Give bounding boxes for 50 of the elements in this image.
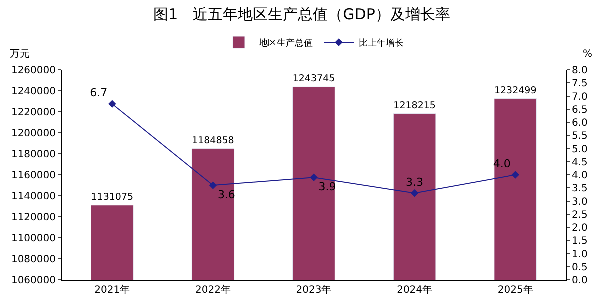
y2-tick-label: 4.5 xyxy=(572,157,588,168)
y-tick-label: 1080000 xyxy=(11,254,56,266)
y-tick-label: 1260000 xyxy=(11,66,56,76)
y2-tick-label: 6.0 xyxy=(572,118,588,129)
data-label: 3.3 xyxy=(406,176,424,189)
data-label: 1218215 xyxy=(394,100,436,112)
y2-tick-label: 3.5 xyxy=(572,184,588,195)
x-tick-label: 2021年 xyxy=(94,284,130,296)
x-tick-label: 2024年 xyxy=(397,284,433,296)
y2-tick-label: 5.5 xyxy=(572,131,588,142)
y2-tick-label: 0.0 xyxy=(572,276,588,286)
y-tick-label: 1160000 xyxy=(11,170,56,182)
y-tick-label: 1240000 xyxy=(11,86,56,98)
point xyxy=(310,174,318,182)
y2-tick-label: 8.0 xyxy=(572,66,588,76)
point xyxy=(410,189,419,198)
x-tick-label: 2023年 xyxy=(296,284,332,296)
data-label: 6.7 xyxy=(90,86,108,100)
y-tick-label: 1100000 xyxy=(11,234,56,244)
y-tick-label: 1200000 xyxy=(11,128,56,140)
y2-tick-label: 2.0 xyxy=(572,223,588,234)
chart-title: 图1 近五年地区生产总值（GDP）及增长率 xyxy=(154,6,450,24)
y2-tick-label: 1.0 xyxy=(572,249,588,260)
data-label: 1243745 xyxy=(292,73,336,84)
data-label: 1131075 xyxy=(91,192,134,203)
point xyxy=(512,171,520,179)
y2-tick-label: 3.0 xyxy=(572,196,588,208)
y2-tick-label: 7.0 xyxy=(572,92,588,103)
y2-tick-label: 6.5 xyxy=(572,104,588,116)
point xyxy=(108,100,116,108)
data-label: 1184858 xyxy=(192,135,234,146)
point xyxy=(209,182,218,190)
y2-tick-label: 0.5 xyxy=(572,262,588,274)
y2-tick-label: 1.5 xyxy=(572,236,588,248)
y2-tick-label: 5.0 xyxy=(572,144,588,156)
y2-tick-label: 7.5 xyxy=(572,78,588,90)
x-tick-label: 2022年 xyxy=(195,284,231,296)
data-label: 1232499 xyxy=(494,85,537,96)
y2-tick-label: 4.0 xyxy=(572,170,588,182)
y-tick-label: 1220000 xyxy=(11,108,56,118)
x-tick-label: 2025年 xyxy=(498,284,534,296)
y-tick-label: 1060000 xyxy=(11,276,56,286)
y-tick-label: 1180000 xyxy=(11,150,56,160)
y-tick-label: 1120000 xyxy=(11,212,56,224)
y-tick-label: 1140000 xyxy=(11,192,56,202)
legend-label: 地区生产总值 xyxy=(258,38,313,50)
legend-label: 比上年增长 xyxy=(359,38,404,50)
y2-tick-label: 2.5 xyxy=(572,210,588,221)
y-axis-title: 万元 xyxy=(10,49,30,60)
y2-axis-title: % xyxy=(583,49,593,60)
